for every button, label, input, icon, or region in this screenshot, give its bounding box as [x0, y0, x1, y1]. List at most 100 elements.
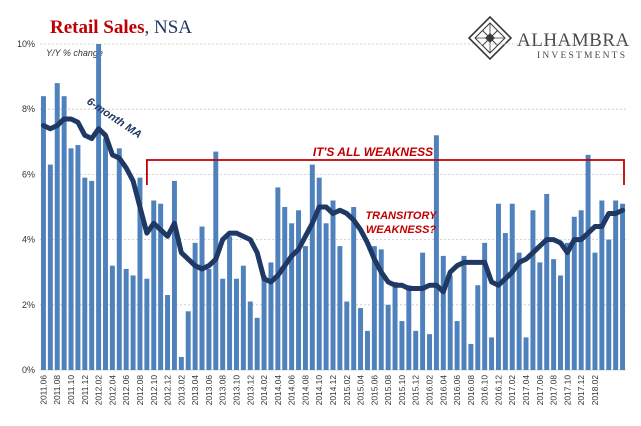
data-bar: [302, 246, 308, 370]
x-tick-label: 2015.02: [342, 375, 352, 406]
data-bar: [433, 135, 439, 370]
data-bar: [620, 203, 626, 370]
x-tick-label: 2015.12: [411, 375, 421, 406]
x-tick-label: 2012.04: [107, 375, 117, 406]
chart-title: Retail Sales, NSA: [50, 17, 192, 38]
x-tick-label: 2015.10: [397, 375, 407, 406]
data-bar: [330, 200, 336, 370]
x-tick-label: 2016.08: [466, 375, 476, 406]
data-bar: [261, 275, 267, 370]
x-tick-label: 2016.10: [480, 375, 490, 406]
data-bar: [323, 223, 329, 370]
data-bar: [516, 252, 522, 370]
y-tick-label: 4%: [22, 235, 35, 245]
data-bar: [116, 148, 122, 370]
data-bar: [537, 262, 543, 370]
x-tick-label: 2014.12: [328, 375, 338, 406]
x-tick-label: 2016.04: [438, 375, 448, 406]
x-tick-label: 2013.08: [218, 375, 228, 406]
data-bar: [171, 180, 177, 370]
data-bar: [254, 317, 260, 370]
x-tick-label: 2011.06: [38, 375, 48, 405]
x-tick-label: 2013.06: [204, 375, 214, 406]
data-bar: [165, 295, 171, 370]
bar-series: [40, 44, 626, 371]
data-bar: [509, 203, 515, 370]
x-tick-label: 2017.02: [507, 375, 517, 406]
x-axis-ticks: 2011.06 2011.08 2011.10 2011.12 2012.02 2012.…: [38, 375, 600, 406]
diamond-lattice-icon: [467, 15, 513, 61]
x-tick-label: 2011.08: [52, 375, 62, 405]
data-bar: [192, 242, 198, 370]
data-bar: [544, 193, 550, 370]
data-bar: [454, 321, 460, 370]
x-tick-label: 2018.02: [590, 375, 600, 406]
x-tick-label: 2013.12: [245, 375, 255, 406]
x-tick-label: 2014.02: [259, 375, 269, 406]
logo-name: ALHAMBRA: [517, 30, 630, 51]
x-tick-label: 2015.04: [356, 375, 366, 406]
data-bar: [613, 200, 619, 370]
y-tick-label: 8%: [22, 104, 35, 114]
data-bar: [103, 138, 108, 370]
data-bar: [144, 278, 150, 370]
data-bar: [282, 207, 288, 370]
data-bar: [530, 210, 536, 370]
weakness-bracket: [146, 159, 625, 185]
annotation-transitory: TRANSITORY: [365, 210, 438, 222]
weakness-bracket-line: [146, 159, 625, 185]
data-bar: [47, 164, 53, 370]
data-bar: [82, 177, 88, 370]
data-bar: [420, 252, 426, 370]
data-bar: [558, 275, 563, 370]
ma-line: [40, 116, 626, 295]
data-bar: [523, 337, 529, 370]
data-bar: [371, 246, 377, 370]
x-tick-label: 2017.06: [535, 375, 545, 406]
x-tick-label: 2012.08: [135, 375, 145, 406]
data-bar: [337, 246, 343, 370]
data-bar: [551, 259, 557, 370]
data-bar: [130, 275, 136, 370]
data-bar: [96, 44, 102, 370]
x-tick-label: 2012.10: [149, 375, 159, 406]
x-tick-label: 2013.02: [176, 375, 186, 406]
data-bar: [385, 304, 391, 370]
data-bar: [344, 301, 350, 370]
data-bar: [592, 252, 598, 370]
x-tick-label: 2015.08: [383, 375, 393, 406]
data-bar: [68, 148, 74, 370]
data-bar: [447, 275, 453, 370]
data-bar: [247, 301, 253, 370]
x-tick-label: 2013.04: [190, 375, 200, 406]
data-bar: [178, 356, 184, 370]
x-tick-label: 2012.02: [94, 375, 104, 406]
x-tick-label: 2014.06: [287, 375, 297, 406]
data-bar: [151, 200, 157, 370]
data-bar: [123, 268, 129, 370]
data-bar: [413, 330, 419, 370]
data-bar: [399, 321, 405, 370]
data-bar: [427, 334, 432, 370]
unit-label: Y/Y % change: [46, 48, 103, 58]
data-bar: [268, 262, 274, 370]
data-bar: [392, 281, 398, 370]
alhambra-logo: ALHAMBRA INVESTMENTS: [467, 15, 630, 61]
x-tick-label: 2016.12: [494, 375, 504, 406]
x-tick-label: 2012.12: [163, 375, 173, 406]
data-bar: [440, 255, 446, 370]
annotation-weakness-q: WEAKNESS?: [366, 224, 437, 236]
x-tick-label: 2014.10: [314, 375, 324, 406]
data-bar: [234, 278, 239, 370]
ma-line-series: [40, 116, 626, 295]
x-tick-label: 2014.08: [300, 375, 310, 406]
data-bar: [220, 278, 226, 370]
data-bar: [316, 177, 322, 370]
x-tick-label: 2016.02: [425, 375, 435, 406]
y-tick-label: 10%: [17, 39, 35, 49]
logo-sub: INVESTMENTS: [537, 51, 627, 61]
data-bar: [40, 96, 46, 370]
y-tick-label: 0%: [22, 365, 35, 375]
data-bar: [54, 83, 60, 371]
